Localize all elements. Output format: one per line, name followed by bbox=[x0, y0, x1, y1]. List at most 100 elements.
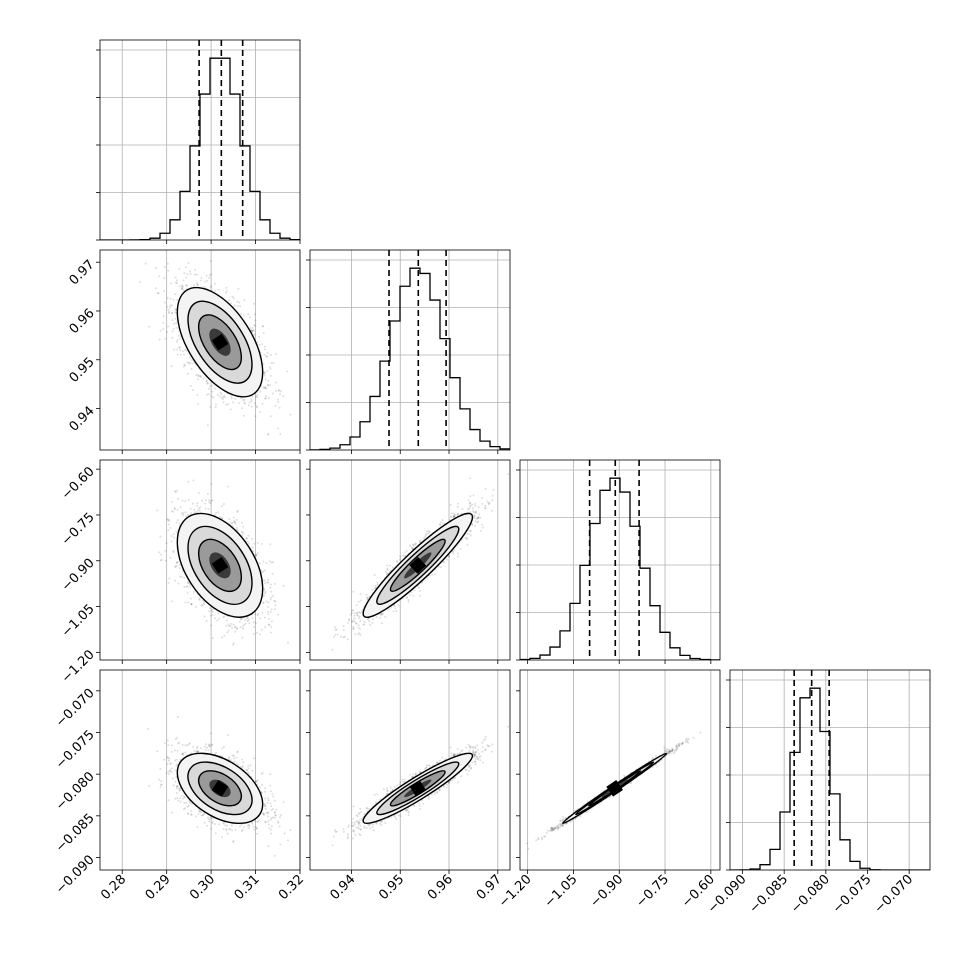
scatter-point bbox=[176, 736, 178, 739]
scatter-point bbox=[234, 760, 236, 763]
scatter-point bbox=[376, 583, 379, 586]
scatter-point bbox=[358, 615, 361, 618]
scatter-point bbox=[366, 596, 368, 599]
scatter-point bbox=[367, 823, 369, 826]
scatter-point bbox=[407, 814, 410, 817]
scatter-point bbox=[374, 801, 377, 804]
scatter-point bbox=[196, 747, 199, 750]
scatter-point bbox=[238, 402, 241, 405]
scatter-point bbox=[206, 382, 209, 385]
scatter-point bbox=[460, 775, 463, 778]
scatter-point bbox=[171, 600, 174, 603]
scatter-point bbox=[221, 836, 223, 839]
scatter-point bbox=[169, 769, 171, 772]
scatter-point bbox=[469, 511, 472, 514]
scatter-point bbox=[209, 385, 212, 388]
scatter-point bbox=[451, 779, 454, 782]
scatter-point bbox=[684, 739, 687, 741]
scatter-point bbox=[163, 290, 166, 292]
scatter-point bbox=[267, 397, 270, 399]
scatter-point bbox=[366, 807, 369, 810]
scatter-point bbox=[224, 396, 227, 399]
scatter-point bbox=[484, 748, 487, 751]
scatter-point bbox=[469, 746, 472, 749]
scatter-point bbox=[223, 395, 226, 397]
scatter-point bbox=[350, 824, 353, 827]
scatter-point bbox=[209, 502, 212, 505]
scatter-point bbox=[355, 622, 358, 625]
scatter-point bbox=[438, 523, 441, 526]
scatter-point bbox=[544, 835, 547, 838]
scatter-point bbox=[669, 751, 672, 754]
scatter-point bbox=[367, 618, 369, 621]
scatter-point bbox=[283, 832, 286, 835]
scatter-point bbox=[263, 371, 266, 374]
scatter-point bbox=[180, 575, 183, 578]
scatter-point bbox=[446, 783, 449, 786]
scatter-point bbox=[358, 833, 361, 836]
scatter-point bbox=[167, 325, 170, 328]
scatter-point bbox=[213, 823, 216, 825]
scatter-point bbox=[484, 738, 487, 741]
scatter-point bbox=[198, 809, 201, 812]
scatter-point bbox=[255, 780, 258, 783]
scatter-point bbox=[166, 305, 169, 308]
scatter-point bbox=[203, 285, 206, 288]
scatter-point bbox=[346, 638, 349, 641]
scatter-point bbox=[351, 825, 354, 828]
scatter-point bbox=[154, 266, 157, 269]
scatter-point bbox=[257, 612, 259, 615]
scatter-point bbox=[246, 616, 249, 619]
scatter-point bbox=[183, 272, 186, 275]
scatter-point bbox=[270, 362, 273, 365]
scatter-point bbox=[263, 589, 266, 591]
scatter-point bbox=[651, 756, 654, 759]
scatter-point bbox=[158, 338, 161, 341]
scatter-point bbox=[359, 620, 362, 622]
scatter-point bbox=[256, 552, 259, 555]
scatter-point bbox=[418, 541, 421, 543]
scatter-point bbox=[443, 561, 446, 564]
scatter-point bbox=[269, 818, 272, 821]
scatter-point bbox=[266, 355, 269, 358]
scatter-point bbox=[333, 829, 336, 831]
scatter-point bbox=[256, 394, 259, 397]
scatter-point bbox=[666, 750, 668, 753]
scatter-point bbox=[267, 581, 270, 584]
scatter-point bbox=[240, 530, 243, 533]
scatter-point bbox=[514, 727, 516, 729]
scatter-point bbox=[210, 395, 213, 398]
scatter-point bbox=[357, 617, 360, 620]
scatter-point bbox=[471, 523, 474, 526]
scatter-point bbox=[195, 282, 198, 285]
scatter-point bbox=[219, 391, 222, 394]
scatter-point bbox=[186, 581, 189, 584]
scatter-point bbox=[178, 346, 181, 349]
scatter-point bbox=[461, 749, 464, 752]
scatter-point bbox=[185, 276, 188, 279]
scatter-point bbox=[231, 829, 234, 832]
scatter-point bbox=[239, 617, 242, 620]
scatter-point bbox=[208, 818, 211, 821]
scatter-point bbox=[352, 828, 355, 831]
scatter-point bbox=[355, 826, 358, 829]
scatter-point bbox=[368, 620, 371, 622]
scatter-point bbox=[452, 515, 455, 518]
scatter-point bbox=[372, 823, 374, 826]
scatter-point bbox=[333, 626, 336, 629]
scatter-point bbox=[678, 742, 681, 745]
scatter-point bbox=[671, 749, 674, 752]
scatter-point bbox=[176, 749, 179, 752]
scatter-point bbox=[672, 752, 675, 755]
scatter-point bbox=[270, 631, 272, 634]
scatter-point bbox=[486, 744, 489, 747]
scatter-point bbox=[289, 413, 292, 416]
scatter-point bbox=[209, 607, 211, 610]
scatter-point bbox=[342, 625, 345, 627]
scatter-point bbox=[369, 624, 372, 626]
scatter-point bbox=[353, 821, 356, 824]
scatter-point bbox=[418, 589, 421, 592]
scatter-point bbox=[271, 793, 274, 796]
scatter-point bbox=[230, 302, 232, 305]
scatter-point bbox=[251, 330, 254, 333]
